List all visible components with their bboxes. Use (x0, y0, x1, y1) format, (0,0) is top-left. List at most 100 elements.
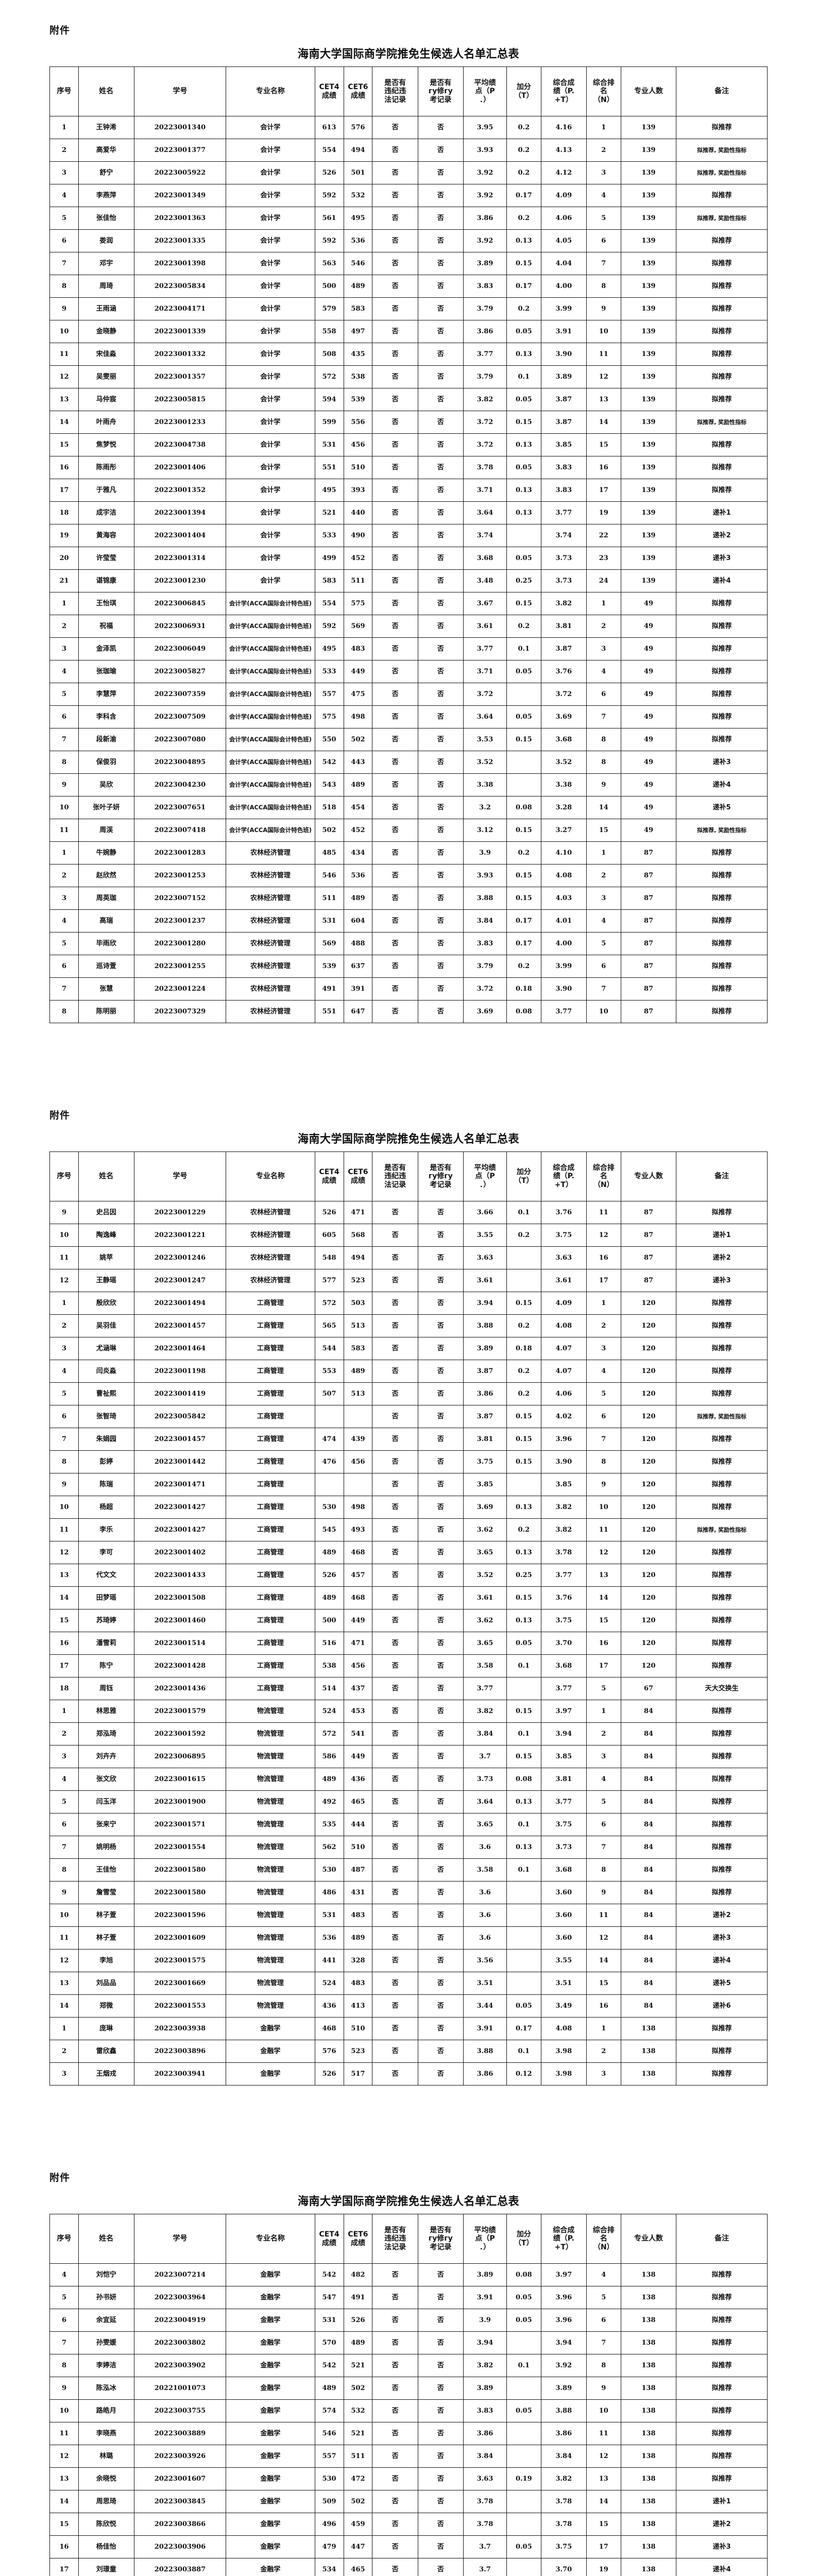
cell-failrecord: 否 (417, 2558, 464, 2576)
cell-discipline: 否 (372, 1496, 418, 1519)
cell-major: 会计学 (226, 320, 315, 343)
cell-name: 陈明丽 (78, 1000, 134, 1023)
cell-seq: 6 (49, 1813, 79, 1836)
cell-cet4: 550 (314, 728, 344, 751)
cell-bonus: 0.2 (506, 1518, 541, 1541)
cell-major: 会计学 (226, 184, 315, 207)
cell-student-id: 20223004230 (133, 773, 227, 796)
cell-cet4: 531 (314, 2309, 344, 2332)
col-header-bonus-line: 加分 (516, 83, 531, 92)
table-row: 10 金晓静 20223001339 会计学 558 497 否否 3.86 0.05 3.91 1… (49, 320, 768, 343)
col-header-name-line: 姓名 (99, 2234, 114, 2243)
cell-failrecord: 否 (417, 161, 464, 184)
cell-bonus: 0.13 (506, 1496, 541, 1519)
cell-cet6: 434 (343, 841, 373, 865)
cell-gpa: 3.88 (463, 1314, 507, 1337)
cell-rank: 7 (586, 2331, 621, 2354)
cell-failrecord: 否 (417, 2309, 464, 2332)
cell-composite: 3.73 (540, 1836, 587, 1859)
cell-cet6: 494 (343, 139, 373, 162)
col-header-name: 姓名 (78, 2214, 134, 2264)
cell-rank: 8 (586, 2354, 621, 2377)
col-header-gpa: 平均绩 点（P ．） (463, 1151, 507, 1201)
cell-cet6: 510 (343, 456, 373, 479)
cell-bonus (506, 2445, 541, 2468)
cell-student-id: 20223001580 (133, 1858, 227, 1882)
cell-cet6: 502 (343, 2377, 373, 2400)
cell-cet6: 501 (343, 161, 373, 184)
cell-rank: 8 (586, 1858, 621, 1882)
cell-student-id: 20223001615 (133, 1768, 227, 1791)
cell-student-id: 20223003755 (133, 2399, 227, 2422)
cell-cet6: 539 (343, 388, 373, 411)
cell-note: 拟推荐 (676, 365, 768, 388)
cell-rank: 9 (586, 773, 621, 796)
cell-note: 递补3 (676, 2535, 768, 2558)
cell-seq: 19 (49, 524, 79, 547)
cell-composite: 4.16 (540, 116, 587, 139)
table-row: 12 吴雯丽 20223001357 会计学 572 538 否否 3.79 0.1 3.89 12… (49, 365, 768, 388)
cell-student-id: 20223001332 (133, 343, 227, 366)
cell-name: 曹祉熙 (78, 1382, 134, 1405)
cell-name: 陈瑞 (78, 1473, 134, 1496)
table-row: 17 于雅凡 20223001352 会计学 495 393 否否 3.71 0.13 3.83 1… (49, 479, 768, 502)
cell-seq: 17 (49, 479, 79, 502)
cell-cet4: 526 (314, 1201, 344, 1224)
cell-gpa: 3.86 (463, 1382, 507, 1405)
col-header-cet4-line: 成绩 (322, 1176, 337, 1185)
cell-discipline: 否 (372, 207, 418, 230)
cell-composite: 3.60 (540, 1926, 587, 1950)
cell-seq: 6 (49, 229, 79, 252)
cell-failrecord: 否 (417, 297, 464, 320)
cell-seq: 16 (49, 2535, 79, 2558)
table-row: 13 余晓悦 20223001607 金融学 530 472 否否 3.63 0.19 3.82 1… (49, 2467, 768, 2490)
col-header-composite-line: +T） (554, 2243, 573, 2251)
table-row: 10 杨超 20223001427 工商管理 530 498 否否 3.69 0.13 3.82 1… (49, 1496, 768, 1519)
cell-cet6: 498 (343, 1496, 373, 1519)
cell-total: 84 (620, 1972, 677, 1995)
cell-note: 拟推荐 (676, 1768, 768, 1791)
cell-cet6: 491 (343, 2286, 373, 2309)
roster-table-1: 序号 姓名 学号 专业名称 CET4 成绩 CET6 成绩 是否有 违纪违 法记录 是否有 гу修гу 考… (49, 66, 768, 1023)
table-row: 9 吴欣 20223004230 会计学(ACCA国际会计特色班) 543 489 否否 3.… (49, 773, 768, 796)
cell-name: 王佳怡 (78, 1858, 134, 1882)
cell-failrecord: 否 (417, 660, 464, 683)
cell-student-id: 20223001436 (133, 1677, 227, 1700)
cell-rank: 5 (586, 1382, 621, 1405)
cell-gpa: 3.84 (463, 909, 507, 933)
cell-seq: 4 (49, 1360, 79, 1383)
cell-rank: 16 (586, 456, 621, 479)
cell-bonus: 0.2 (506, 161, 541, 184)
cell-student-id: 20223001553 (133, 1994, 227, 2018)
cell-composite: 3.76 (540, 1586, 587, 1609)
attachment-label: 附件 (49, 1110, 71, 1121)
cell-rank: 12 (586, 1926, 621, 1950)
cell-composite: 3.89 (540, 365, 587, 388)
cell-student-id: 20223004919 (133, 2309, 227, 2332)
cell-major: 工商管理 (226, 1292, 315, 1315)
cell-composite: 3.73 (540, 547, 587, 570)
cell-total: 138 (620, 2558, 677, 2576)
cell-cet4: 499 (314, 547, 344, 570)
cell-name: 杨佳怡 (78, 2535, 134, 2558)
cell-total: 139 (620, 365, 677, 388)
cell-rank: 14 (586, 1586, 621, 1609)
cell-seq: 17 (49, 1654, 79, 1677)
cell-major: 工商管理 (226, 1428, 315, 1451)
cell-composite: 3.99 (540, 297, 587, 320)
cell-composite: 3.97 (540, 1700, 587, 1723)
table-row: 2 郑泓琦 20223001592 物流管理 572 541 否否 3.84 0.1 3.94 2 8… (49, 1722, 768, 1745)
table-row: 14 叶雨舟 20223001233 会计学 599 556 否否 3.72 0.15 3.87 1… (49, 411, 768, 434)
cell-composite: 3.70 (540, 2558, 587, 2576)
cell-seq: 2 (49, 139, 79, 162)
cell-gpa: 3.71 (463, 660, 507, 683)
cell-failrecord: 否 (417, 864, 464, 887)
cell-gpa: 3.74 (463, 524, 507, 547)
cell-rank: 4 (586, 2263, 621, 2286)
cell-cet4: 545 (314, 1518, 344, 1541)
col-header-failrecord-line: гу修гу (428, 2234, 453, 2243)
cell-note: 拟推荐 (676, 1790, 768, 1814)
cell-bonus: 0.2 (506, 1224, 541, 1247)
cell-cet4: 502 (314, 819, 344, 842)
cell-failrecord: 否 (417, 1949, 464, 1972)
